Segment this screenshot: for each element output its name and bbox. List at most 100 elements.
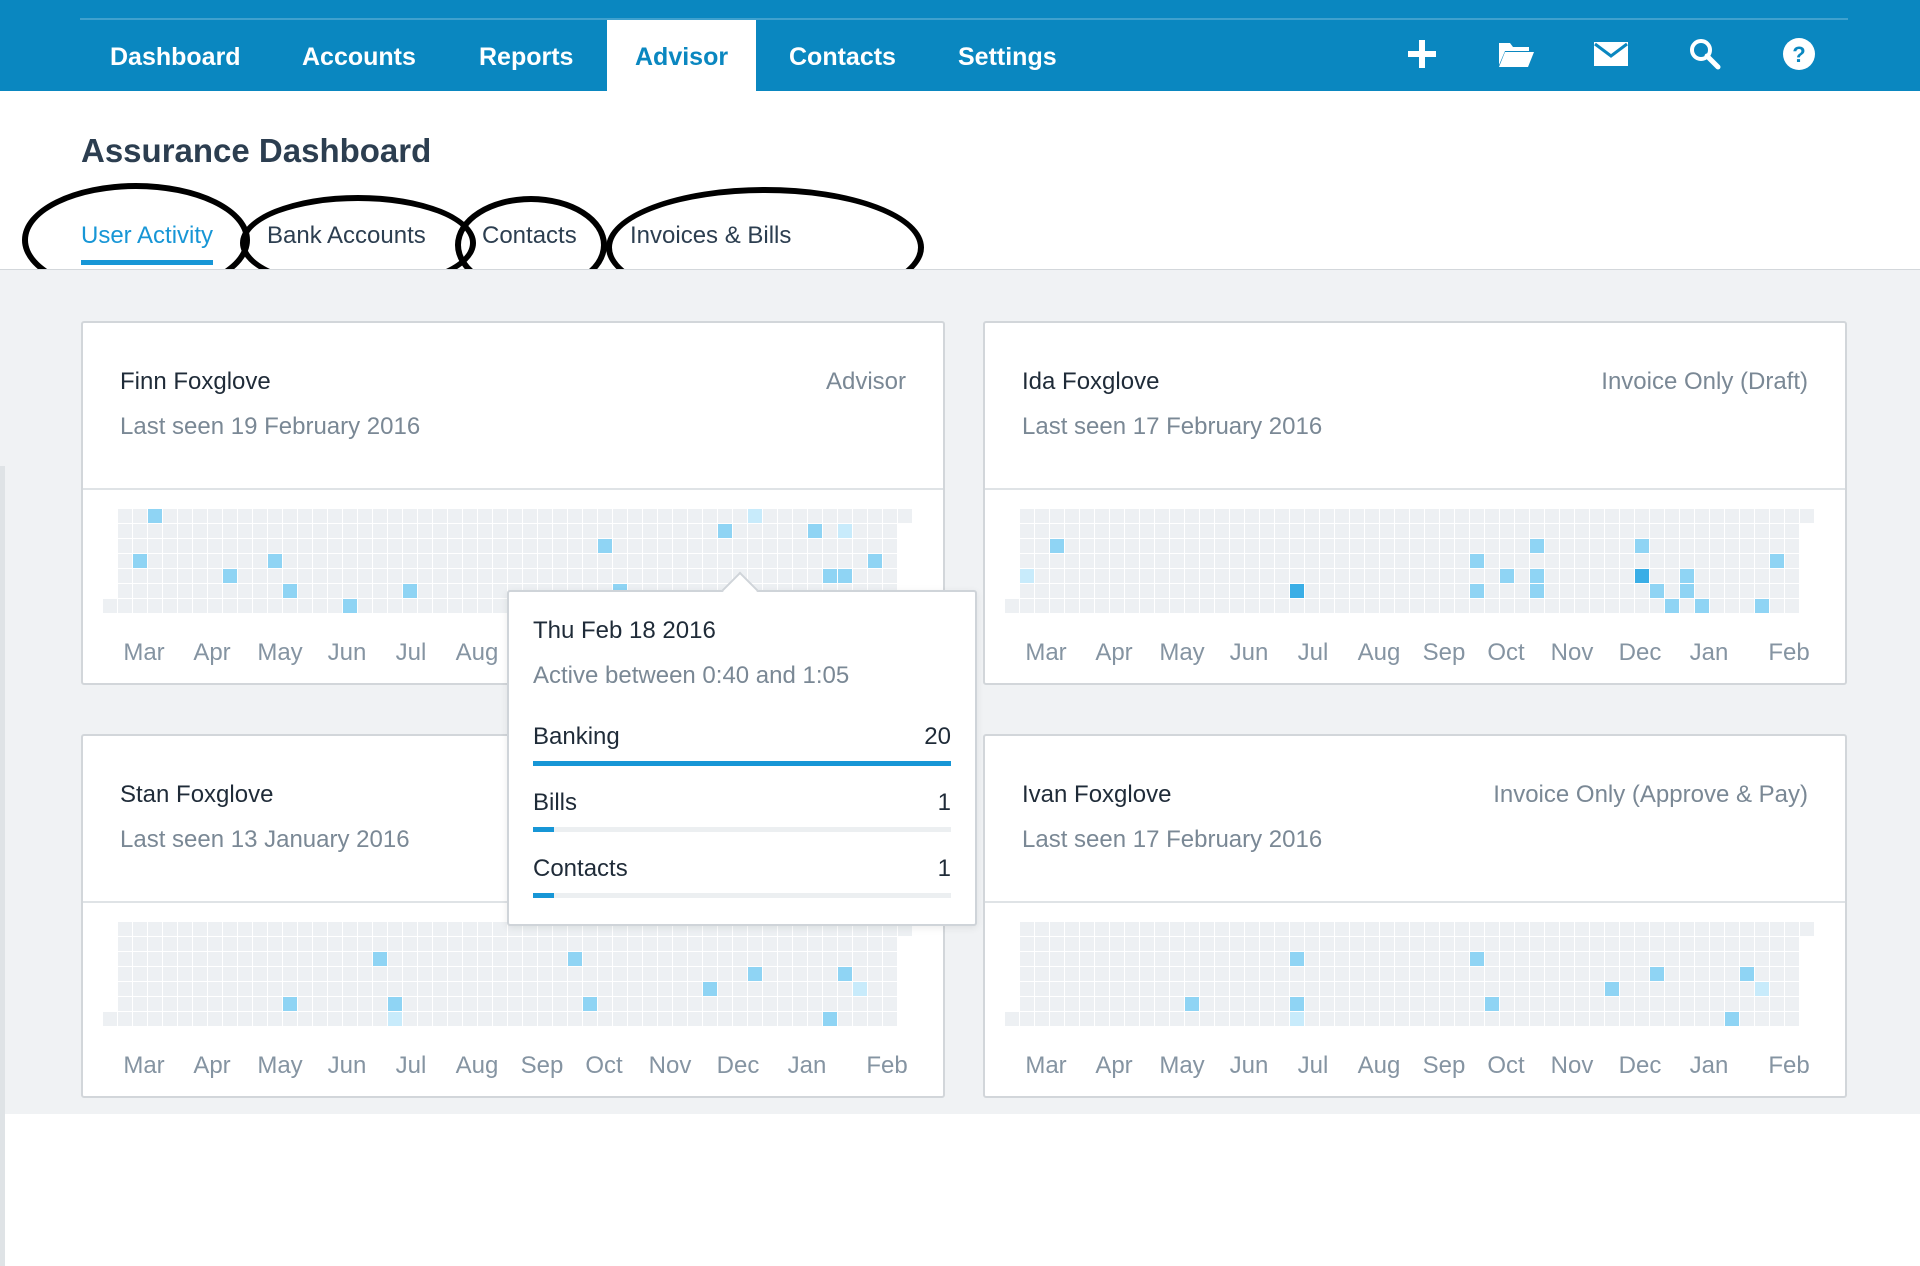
activity-cell[interactable] [1470, 937, 1484, 951]
activity-cell[interactable] [1020, 524, 1034, 538]
activity-cell[interactable] [313, 554, 327, 568]
activity-cell[interactable] [1455, 584, 1469, 598]
activity-cell[interactable] [268, 982, 282, 996]
activity-cell[interactable] [1575, 539, 1589, 553]
activity-cell[interactable] [193, 997, 207, 1011]
activity-cell[interactable] [613, 539, 627, 553]
activity-cell[interactable] [1200, 982, 1214, 996]
activity-cell[interactable] [673, 937, 687, 951]
activity-cell[interactable] [1050, 584, 1064, 598]
activity-cell[interactable] [1275, 509, 1289, 523]
activity-cell[interactable] [1665, 539, 1679, 553]
activity-cell[interactable] [238, 1012, 252, 1026]
activity-cell[interactable] [853, 997, 867, 1011]
activity-cell[interactable] [1095, 554, 1109, 568]
activity-cell[interactable] [1740, 584, 1754, 598]
activity-cell[interactable] [163, 584, 177, 598]
activity-cell[interactable] [628, 952, 642, 966]
activity-cell[interactable] [313, 997, 327, 1011]
activity-cell[interactable] [1410, 584, 1424, 598]
activity-cell[interactable] [1785, 982, 1799, 996]
activity-cell[interactable] [1455, 982, 1469, 996]
activity-cell[interactable] [1125, 967, 1139, 981]
activity-cell[interactable] [268, 584, 282, 598]
activity-cell[interactable] [328, 524, 342, 538]
activity-cell[interactable] [283, 584, 297, 598]
activity-cell[interactable] [418, 982, 432, 996]
activity-cell[interactable] [598, 952, 612, 966]
activity-cell[interactable] [1380, 937, 1394, 951]
activity-cell[interactable] [1785, 599, 1799, 613]
activity-cell[interactable] [1245, 539, 1259, 553]
activity-cell[interactable] [793, 997, 807, 1011]
activity-cell[interactable] [1035, 952, 1049, 966]
activity-cell[interactable] [1395, 599, 1409, 613]
activity-cell[interactable] [358, 997, 372, 1011]
nav-tab-advisor[interactable]: Advisor [607, 20, 757, 91]
activity-cell[interactable] [328, 599, 342, 613]
activity-cell[interactable] [448, 539, 462, 553]
activity-cell[interactable] [1500, 1012, 1514, 1026]
activity-cell[interactable] [1200, 584, 1214, 598]
activity-cell[interactable] [1725, 509, 1739, 523]
activity-cell[interactable] [1290, 599, 1304, 613]
activity-cell[interactable] [1440, 524, 1454, 538]
activity-cell[interactable] [223, 524, 237, 538]
activity-cell[interactable] [523, 967, 537, 981]
activity-cell[interactable] [253, 952, 267, 966]
activity-cell[interactable] [613, 524, 627, 538]
activity-cell[interactable] [778, 967, 792, 981]
activity-cell[interactable] [493, 569, 507, 583]
activity-cell[interactable] [763, 997, 777, 1011]
activity-cell[interactable] [793, 569, 807, 583]
activity-cell[interactable] [853, 524, 867, 538]
activity-cell[interactable] [373, 569, 387, 583]
activity-cell[interactable] [718, 982, 732, 996]
activity-cell[interactable] [1155, 599, 1169, 613]
activity-cell[interactable] [433, 509, 447, 523]
activity-cell[interactable] [1335, 524, 1349, 538]
activity-cell[interactable] [628, 554, 642, 568]
activity-cell[interactable] [1350, 524, 1364, 538]
activity-cell[interactable] [373, 599, 387, 613]
activity-cell[interactable] [1140, 997, 1154, 1011]
activity-cell[interactable] [1320, 997, 1334, 1011]
activity-cell[interactable] [1200, 967, 1214, 981]
activity-cell[interactable] [583, 1012, 597, 1026]
activity-cell[interactable] [1290, 509, 1304, 523]
activity-cell[interactable] [748, 997, 762, 1011]
activity-cell[interactable] [1680, 554, 1694, 568]
activity-cell[interactable] [658, 967, 672, 981]
activity-cell[interactable] [208, 569, 222, 583]
activity-cell[interactable] [523, 982, 537, 996]
activity-cell[interactable] [1395, 967, 1409, 981]
activity-cell[interactable] [1695, 922, 1709, 936]
activity-cell[interactable] [268, 539, 282, 553]
activity-cell[interactable] [1545, 509, 1559, 523]
activity-cell[interactable] [1290, 539, 1304, 553]
activity-cell[interactable] [1770, 922, 1784, 936]
activity-cell[interactable] [118, 554, 132, 568]
activity-cell[interactable] [448, 1012, 462, 1026]
activity-cell[interactable] [118, 509, 132, 523]
activity-cell[interactable] [1125, 584, 1139, 598]
activity-cell[interactable] [718, 952, 732, 966]
activity-cell[interactable] [1575, 997, 1589, 1011]
activity-cell[interactable] [1095, 584, 1109, 598]
activity-cell[interactable] [373, 922, 387, 936]
activity-cell[interactable] [658, 997, 672, 1011]
activity-cell[interactable] [808, 937, 822, 951]
activity-cell[interactable] [1635, 967, 1649, 981]
activity-cell[interactable] [313, 539, 327, 553]
activity-cell[interactable] [868, 524, 882, 538]
activity-cell[interactable] [1410, 952, 1424, 966]
activity-cell[interactable] [1020, 937, 1034, 951]
activity-cell[interactable] [343, 997, 357, 1011]
activity-cell[interactable] [538, 554, 552, 568]
activity-cell[interactable] [1395, 997, 1409, 1011]
activity-cell[interactable] [1620, 967, 1634, 981]
activity-cell[interactable] [343, 967, 357, 981]
activity-cell[interactable] [1755, 524, 1769, 538]
activity-cell[interactable] [763, 554, 777, 568]
activity-cell[interactable] [1620, 569, 1634, 583]
